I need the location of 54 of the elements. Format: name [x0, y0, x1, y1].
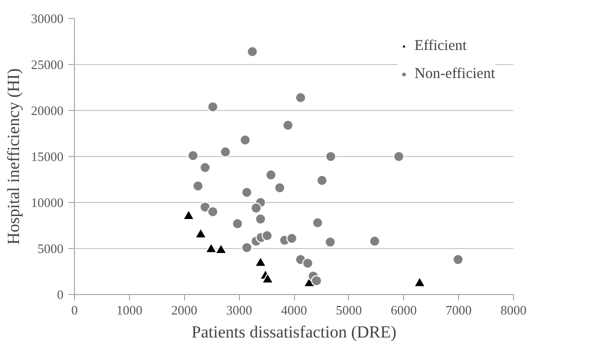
point	[207, 101, 218, 112]
point	[414, 276, 426, 288]
point	[325, 151, 336, 162]
point	[240, 134, 251, 146]
point	[241, 186, 252, 198]
point	[452, 254, 464, 266]
y-tick-label: 10000	[31, 195, 64, 210]
x-tick-label: 3000	[226, 302, 252, 318]
point	[254, 256, 267, 267]
x-tick-label: 5000	[336, 302, 362, 318]
point	[200, 202, 211, 213]
y-tick-label: 0	[57, 287, 64, 302]
x-tick-label: 1000	[116, 302, 142, 318]
point	[250, 202, 262, 214]
x-tick-label: 0	[71, 302, 78, 318]
y-axis-title: Hospital inefficiency (HI)	[4, 68, 23, 245]
y-tick-label: 15000	[31, 149, 64, 164]
point	[295, 92, 306, 104]
point	[265, 169, 276, 180]
point	[286, 232, 298, 244]
legend-label: Non-efficient	[414, 66, 495, 82]
x-axis-title: Patients dissatisfaction (DRE)	[192, 322, 396, 342]
point	[246, 46, 258, 58]
point	[192, 180, 204, 192]
y-tick-label: 30000	[31, 11, 64, 26]
point	[207, 206, 218, 218]
point	[262, 272, 274, 284]
point	[200, 162, 211, 174]
point	[393, 151, 404, 162]
x-tick-label: 8000	[500, 302, 526, 318]
y-tick-label: 20000	[31, 103, 64, 118]
point	[188, 150, 199, 162]
x-tick-label: 7000	[446, 302, 472, 318]
y-tick-label: 25000	[31, 57, 64, 72]
point	[255, 214, 266, 225]
x-tick-label: 2000	[171, 302, 198, 318]
point	[369, 236, 380, 247]
y-tick-label: 5000	[38, 241, 64, 256]
x-tick-label: 4000	[281, 302, 307, 318]
legend-label: Efficient	[414, 38, 467, 54]
point	[312, 217, 324, 228]
x-tick-label: 6000	[390, 302, 417, 318]
point	[220, 146, 231, 158]
point	[205, 242, 218, 254]
point	[302, 258, 314, 269]
point	[262, 230, 273, 242]
point	[274, 182, 286, 194]
point	[324, 236, 336, 248]
point	[316, 174, 328, 186]
point	[232, 218, 243, 230]
point	[241, 242, 252, 254]
point	[194, 228, 207, 238]
point	[311, 275, 322, 286]
point	[282, 120, 294, 131]
